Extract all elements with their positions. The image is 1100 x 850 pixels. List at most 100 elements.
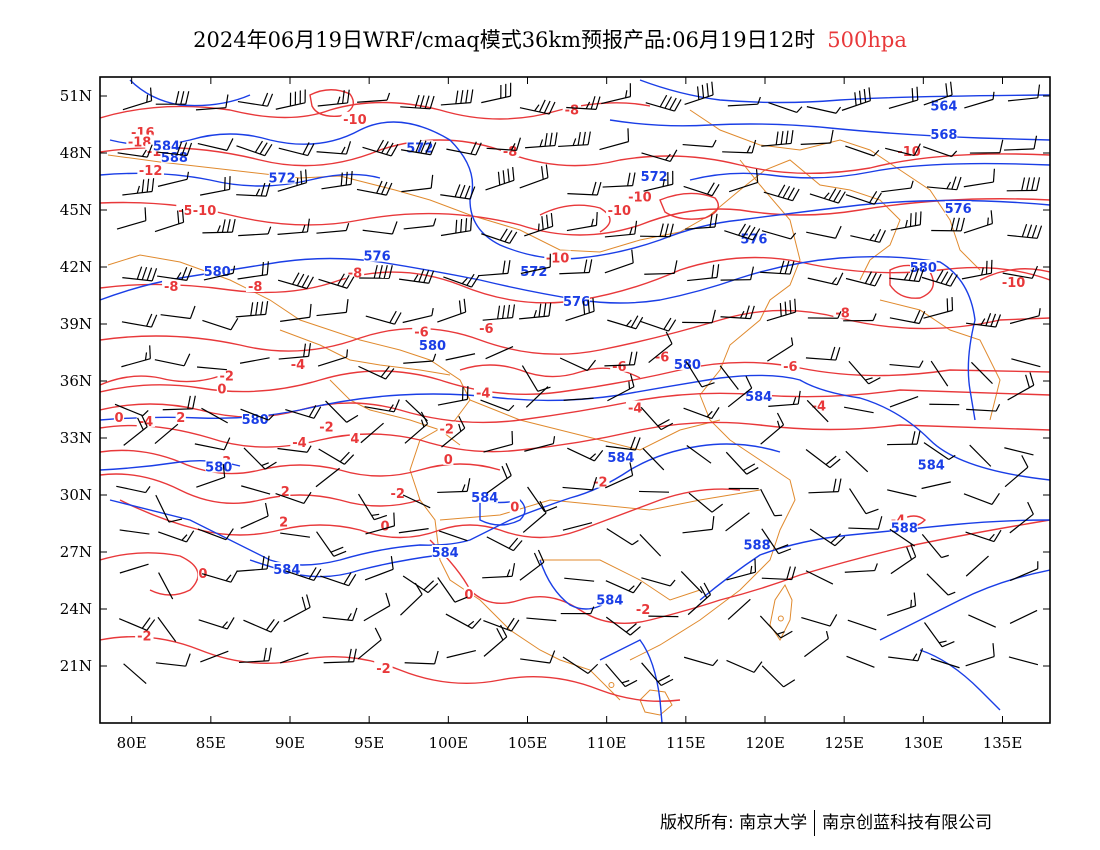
- temperature-label: 2: [279, 516, 288, 531]
- temperature-label: -10: [628, 191, 652, 206]
- temperature-label-bg: [809, 398, 829, 412]
- height-label-bg: [930, 98, 958, 112]
- height-label: 584: [918, 459, 945, 474]
- title-text: 2024年06月19日WRF/cmaq模式36km预报产品:06月19日12时: [193, 28, 816, 52]
- temperature-label-bg: [833, 305, 852, 319]
- wind-barb: [760, 412, 785, 445]
- temperature-label-bg: [544, 250, 571, 264]
- wind-barb: [194, 437, 231, 451]
- temperature-label: -2: [440, 423, 454, 438]
- wind-barb: [116, 485, 151, 494]
- wind-barb: [201, 407, 228, 424]
- wind-barb: [683, 407, 720, 420]
- wind-barb: [526, 617, 557, 622]
- wind-barb: [1006, 177, 1041, 192]
- wind-barb: [807, 272, 844, 286]
- wind-barb: [963, 168, 995, 188]
- wind-barb: [154, 208, 185, 233]
- temperature-label-bg: [162, 279, 181, 292]
- wind-barb: [926, 573, 956, 596]
- wind-barb: [123, 414, 148, 446]
- temperature-label-bg: [136, 413, 156, 427]
- wind-barb: [726, 558, 757, 581]
- temperature-label-bg: [278, 514, 289, 528]
- temperature-label-bg: [197, 565, 209, 579]
- wind-barb: [761, 665, 796, 688]
- wind-barb: [1007, 223, 1043, 239]
- wind-barb: [726, 659, 763, 673]
- wind-barb: [607, 315, 644, 330]
- wind-barb: [362, 221, 398, 235]
- temperature-label-bg: [137, 163, 164, 177]
- wind-barb: [885, 143, 921, 157]
- wind-barb: [888, 648, 924, 662]
- wind-barb: [841, 87, 871, 111]
- temperature-label: -8: [248, 280, 262, 295]
- wind-barb: [686, 445, 712, 464]
- wind-barb: [446, 650, 476, 659]
- wind-barb: [237, 92, 274, 107]
- wind-barb: [889, 528, 916, 547]
- temperature-label: -4: [476, 386, 490, 401]
- height-label: 564: [930, 100, 957, 115]
- wind-barb: [843, 313, 877, 322]
- wind-barb: [121, 313, 158, 328]
- temperature-label: -2: [137, 630, 151, 645]
- wind-barb: [1009, 501, 1034, 534]
- wind-barb: [641, 149, 678, 163]
- height-label-bg: [203, 263, 231, 277]
- wind-barb: [118, 617, 156, 631]
- wind-barb: [157, 171, 190, 187]
- wind-barb: [157, 616, 177, 642]
- wind-barb: [241, 485, 271, 495]
- temperature-label: -4: [291, 358, 305, 373]
- wind-barb: [158, 530, 195, 543]
- height-label-bg: [745, 389, 772, 403]
- lon-tick-label: 125E: [824, 734, 864, 752]
- temperature-label-bg: [500, 144, 520, 158]
- wind-barb: [520, 253, 551, 275]
- wind-barb: [923, 442, 956, 461]
- wind-barb: [921, 481, 951, 490]
- height-label-bg: [406, 140, 434, 154]
- wind-barb: [559, 357, 597, 372]
- wind-barb: [639, 534, 662, 557]
- height-label-bg: [944, 201, 972, 215]
- map-title: 2024年06月19日WRF/cmaq模式36km预报产品:06月19日12时 5…: [0, 24, 1100, 54]
- wind-barb: [200, 176, 231, 196]
- wind-barb: [641, 577, 676, 587]
- temperature-label-bg: [379, 518, 391, 532]
- wind-barb: [122, 266, 158, 282]
- wind-barb: [519, 99, 556, 115]
- temperature-label-bg: [191, 203, 218, 216]
- temperature-label: -6: [414, 326, 428, 341]
- wind-barb: [275, 89, 306, 110]
- temperature-label: 0: [114, 411, 123, 426]
- wind-barb: [358, 493, 388, 521]
- height-label: 576: [945, 202, 972, 217]
- wind-barb: [365, 310, 402, 325]
- wind-barb: [682, 309, 716, 324]
- height-label-bg: [268, 170, 296, 184]
- temperature-label-bg: [626, 189, 654, 203]
- wind-barb: [923, 622, 955, 648]
- wind-barb: [201, 570, 238, 583]
- wind-barb: [119, 529, 150, 535]
- wind-barb: [683, 656, 719, 667]
- island-marker: [777, 615, 784, 622]
- lat-tick-label: 48N: [60, 144, 92, 162]
- wind-barb: [605, 436, 641, 451]
- wind-barb: [123, 663, 147, 684]
- wind-barb: [965, 555, 989, 577]
- lon-tick-label: 100E: [429, 734, 469, 752]
- wind-barb: [404, 411, 429, 444]
- temperature-label: 0: [380, 519, 389, 534]
- temperature-label-bg: [633, 602, 653, 615]
- wind-barb: [846, 655, 875, 668]
- wind-barb: [602, 172, 636, 188]
- temperature-label-bg: [245, 279, 265, 292]
- wind-barb: [364, 556, 394, 581]
- wind-barb: [158, 572, 174, 600]
- pressure-level-label: 500hpa: [827, 28, 907, 52]
- wind-barb: [640, 317, 677, 332]
